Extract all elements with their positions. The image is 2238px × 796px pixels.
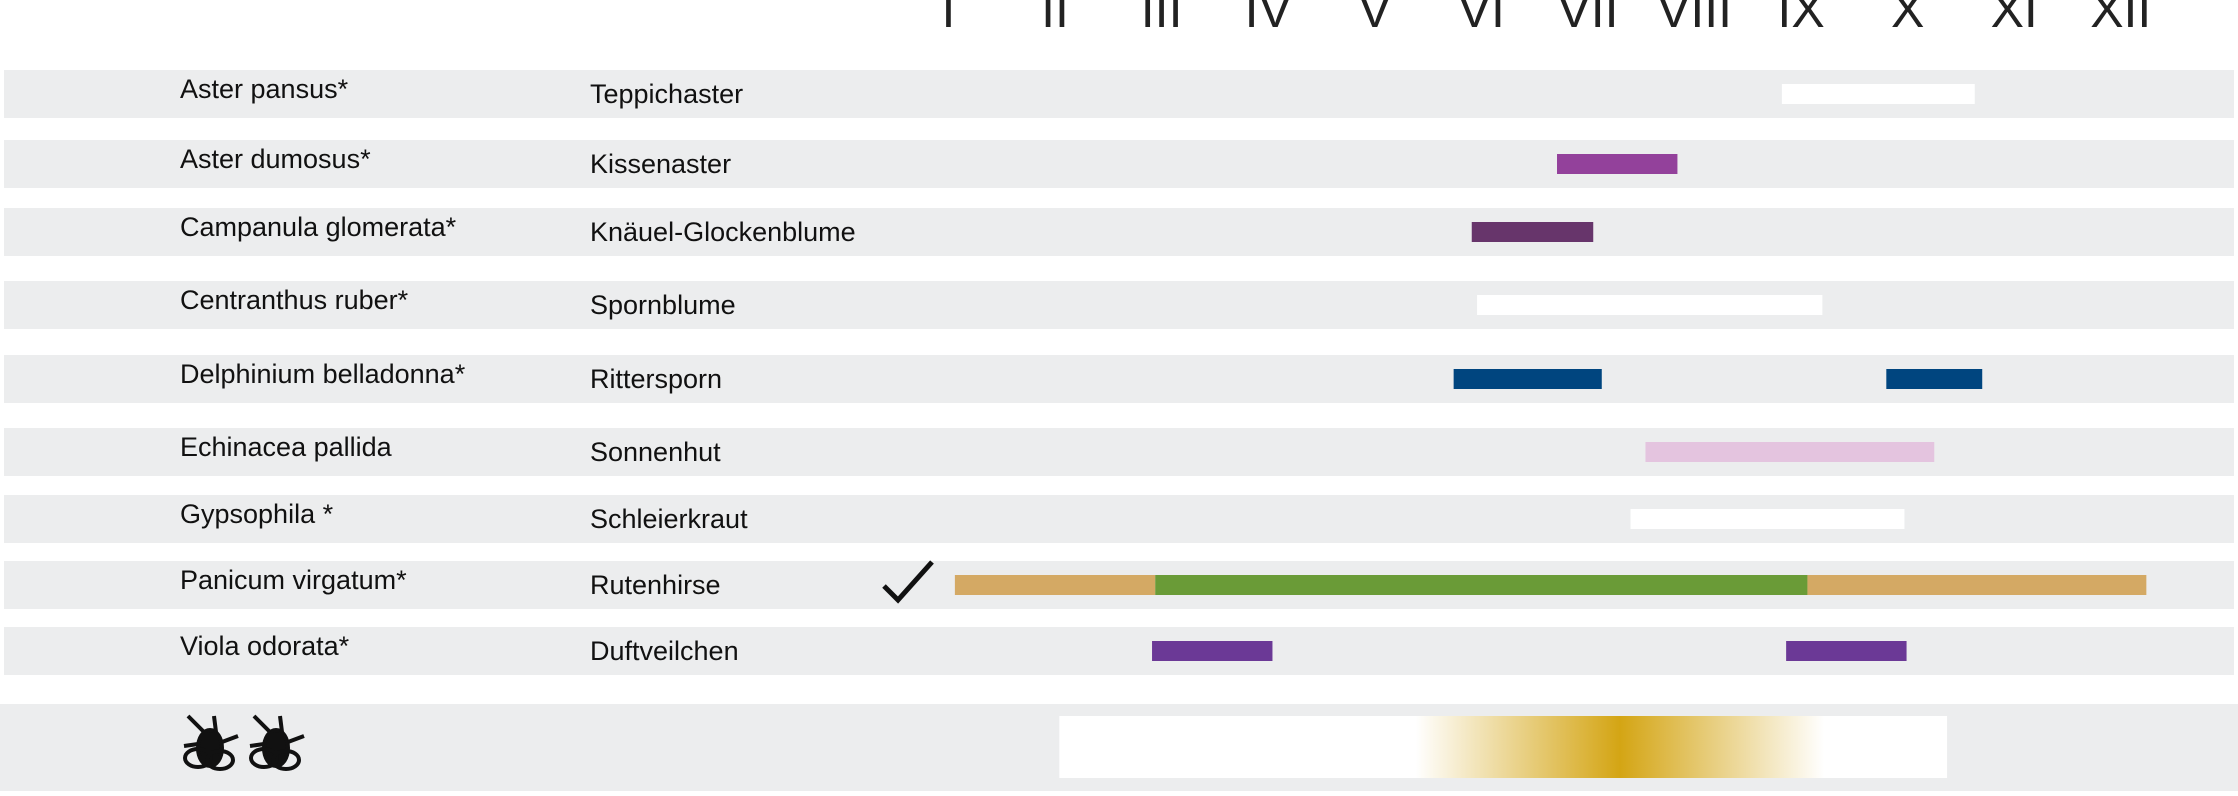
- german-name: Spornblume: [590, 290, 736, 320]
- bloom-bar: [1557, 154, 1678, 174]
- x-tick-label: VII: [1557, 0, 1618, 38]
- german-name: Knäuel-Glockenblume: [590, 217, 856, 247]
- german-name: Teppichaster: [590, 79, 743, 109]
- pollinator-bar: [1059, 716, 1948, 778]
- bloom-bar: [954, 575, 1156, 595]
- german-name: Duftveilchen: [590, 636, 739, 666]
- x-tick-label: XII: [2090, 0, 2151, 38]
- bloom-bar: [1155, 575, 1808, 595]
- x-tick-label: IX: [1777, 0, 1824, 38]
- x-tick-label: V: [1358, 0, 1392, 38]
- latin-name: Gypsophila *: [180, 499, 334, 529]
- x-tick-label: IV: [1245, 0, 1293, 38]
- latin-name: Centranthus ruber*: [180, 285, 409, 315]
- bloom-bar: [1471, 222, 1594, 242]
- bee-icons: [183, 714, 305, 771]
- checkmark: [882, 560, 934, 604]
- x-tick-label: I: [942, 0, 956, 38]
- bloom-bar: [1152, 641, 1273, 661]
- bloom-bar: [1453, 369, 1602, 389]
- german-name: Sonnenhut: [590, 437, 721, 467]
- bloom-bar: [1886, 369, 1983, 389]
- bloom-bar: [1645, 442, 1935, 462]
- row-band: [4, 281, 2234, 329]
- x-tick-label: VI: [1458, 0, 1505, 38]
- latin-name: Panicum virgatum*: [180, 565, 407, 595]
- latin-name: Aster pansus*: [180, 74, 349, 104]
- latin-name: Viola odorata*: [180, 631, 350, 661]
- latin-name: Campanula glomerata*: [180, 212, 457, 242]
- latin-name: Aster dumosus*: [180, 144, 371, 174]
- german-name: Rutenhirse: [590, 570, 721, 600]
- row-band: [4, 208, 2234, 256]
- bloom-bar: [1477, 295, 1823, 315]
- x-tick-label: III: [1141, 0, 1183, 38]
- bloom-bar: [1807, 575, 2147, 595]
- bee-icon: [183, 714, 239, 771]
- latin-name: Echinacea pallida: [180, 432, 393, 462]
- row-band: [4, 355, 2234, 403]
- latin-name: Delphinium belladonna*: [180, 359, 466, 389]
- row-band: [4, 140, 2234, 188]
- bee-icon: [249, 714, 305, 771]
- bloom-bar: [1630, 509, 1905, 529]
- german-name: Schleierkraut: [590, 504, 748, 534]
- rows: Aster pansus* Teppichaster Aster dumosus* K…: [4, 70, 2234, 675]
- german-name: Rittersporn: [590, 364, 722, 394]
- x-tick-label: II: [1041, 0, 1069, 38]
- x-tick-label: VIII: [1657, 0, 1732, 38]
- bloom-bar: [1786, 641, 1907, 661]
- x-tick-label: XI: [1991, 0, 2038, 38]
- x-tick-label: X: [1891, 0, 1924, 38]
- german-name: Kissenaster: [590, 149, 731, 179]
- bloom-bar: [1781, 84, 1975, 104]
